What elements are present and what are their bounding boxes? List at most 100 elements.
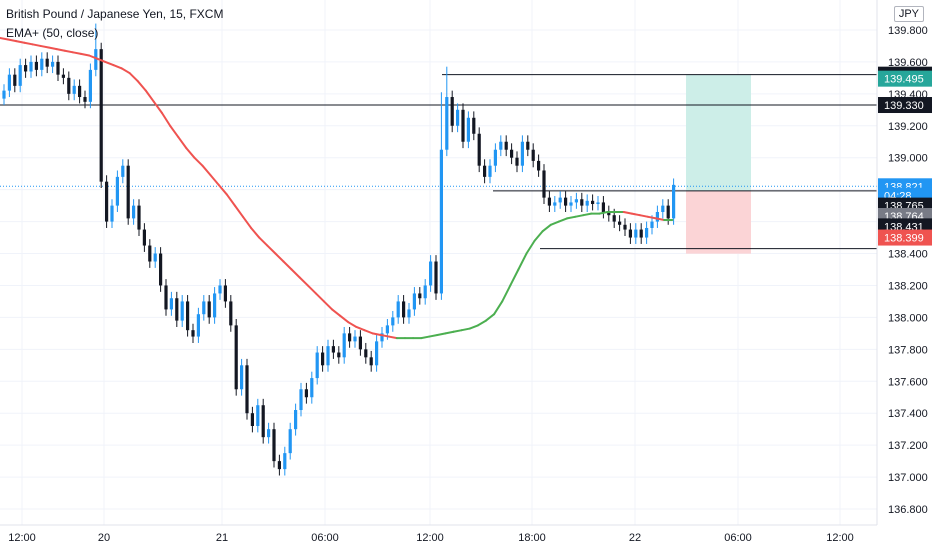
candle-body bbox=[159, 253, 163, 286]
ema-segment bbox=[193, 156, 204, 167]
ema-segment bbox=[306, 284, 317, 295]
ema-segment bbox=[331, 308, 342, 317]
x-tick-label: 06:00 bbox=[724, 532, 752, 544]
ema-segment bbox=[298, 276, 309, 287]
candle-body bbox=[591, 200, 595, 205]
ema-segment bbox=[655, 217, 666, 221]
candle-body bbox=[634, 229, 638, 238]
candle-body bbox=[223, 285, 227, 302]
candle-body bbox=[418, 293, 422, 299]
price-tag-bg bbox=[878, 97, 932, 114]
candle-body bbox=[78, 85, 82, 98]
ema-segment bbox=[88, 54, 99, 60]
candle-body bbox=[639, 229, 643, 238]
candle-body bbox=[18, 65, 22, 86]
indicator-label[interactable]: EMA+ (50, close) bbox=[6, 26, 99, 40]
ema-segment bbox=[63, 49, 74, 54]
candle-body bbox=[61, 74, 65, 78]
ema-segment bbox=[574, 214, 585, 218]
candle-body bbox=[288, 429, 292, 454]
price-tag-bg bbox=[878, 70, 932, 87]
candle-body bbox=[364, 349, 368, 358]
ema-segment bbox=[31, 43, 42, 47]
y-tick-label: 138.200 bbox=[888, 280, 928, 292]
position-zones[interactable] bbox=[686, 74, 751, 254]
price-tag-label: 139.495 bbox=[884, 74, 924, 86]
ema-segment bbox=[355, 325, 366, 332]
candle-body bbox=[358, 336, 362, 350]
candle-body bbox=[526, 141, 530, 150]
candle-body bbox=[245, 365, 249, 414]
candle-body bbox=[153, 253, 157, 262]
ema-segment bbox=[177, 135, 188, 150]
candle-body bbox=[121, 165, 125, 177]
x-tick-label: 20 bbox=[98, 532, 110, 544]
ema-segment bbox=[144, 89, 155, 103]
candle-body bbox=[450, 97, 454, 126]
ema-segment bbox=[622, 211, 633, 215]
ema-segment bbox=[420, 335, 431, 340]
ema-segment bbox=[15, 40, 26, 44]
horizontal-levels[interactable] bbox=[0, 74, 877, 250]
ema-segment bbox=[217, 183, 228, 196]
candle-body bbox=[510, 149, 514, 158]
candle-body bbox=[72, 85, 76, 94]
candle-body bbox=[277, 461, 281, 470]
ema-segment bbox=[233, 204, 244, 218]
y-tick-label: 136.800 bbox=[888, 504, 928, 516]
candle-body bbox=[202, 301, 206, 315]
candle-body bbox=[229, 301, 233, 326]
candle-body bbox=[375, 341, 379, 366]
candle-body bbox=[391, 317, 395, 326]
ema-segment bbox=[201, 164, 212, 177]
candle-body bbox=[385, 325, 389, 334]
x-tick-label: 12:00 bbox=[8, 532, 36, 544]
ema-segment bbox=[209, 174, 220, 186]
ema-segment bbox=[152, 100, 163, 114]
candle-body bbox=[580, 199, 584, 206]
ema-segment bbox=[347, 321, 358, 328]
candle-body bbox=[396, 301, 400, 318]
target-zone[interactable] bbox=[686, 74, 751, 191]
ema-segment bbox=[436, 332, 447, 336]
candle-body bbox=[186, 301, 190, 331]
price-tag-bg bbox=[878, 229, 932, 246]
y-tick-label: 139.600 bbox=[888, 57, 928, 69]
candle-body bbox=[623, 224, 627, 230]
candle-body bbox=[94, 49, 98, 70]
ema-segment bbox=[460, 327, 471, 332]
ema-segment bbox=[169, 124, 180, 138]
candle-body bbox=[628, 229, 632, 238]
candle-body bbox=[132, 205, 136, 219]
ema-segment bbox=[339, 314, 350, 324]
candle-body bbox=[191, 330, 195, 337]
candle-body bbox=[88, 69, 92, 102]
x-tick-label: 12:00 bbox=[416, 532, 444, 544]
candle-body bbox=[429, 261, 433, 286]
ema-segment bbox=[96, 57, 107, 63]
price-tags: 139.520139.495139.330138.82104:28138.765… bbox=[878, 66, 932, 246]
candle-body bbox=[488, 165, 492, 177]
candle-body bbox=[83, 97, 87, 102]
candle-body bbox=[148, 245, 152, 262]
ema-segment bbox=[47, 46, 58, 51]
candle-body bbox=[645, 227, 649, 238]
candle-body bbox=[412, 293, 416, 310]
y-tick-label: 138.000 bbox=[888, 312, 928, 324]
currency-badge[interactable]: JPY bbox=[893, 6, 924, 22]
ema-segment bbox=[387, 335, 398, 340]
candle-body bbox=[99, 49, 103, 182]
stop-zone[interactable] bbox=[686, 190, 751, 254]
candle-body bbox=[380, 333, 384, 342]
candle-body bbox=[142, 229, 146, 246]
time-axis[interactable]: 12:00 20 21 06:00 12:00 18:00 22 06:00 12:00 bbox=[0, 524, 877, 544]
price-tag-label: 138.399 bbox=[884, 233, 924, 245]
candle-body bbox=[261, 405, 265, 438]
ema-segment bbox=[0, 36, 10, 41]
candle-body bbox=[24, 65, 28, 72]
candle-body bbox=[294, 410, 298, 430]
candle-body bbox=[342, 333, 346, 358]
candle-body bbox=[326, 346, 330, 366]
y-tick-label: 137.600 bbox=[888, 376, 928, 388]
